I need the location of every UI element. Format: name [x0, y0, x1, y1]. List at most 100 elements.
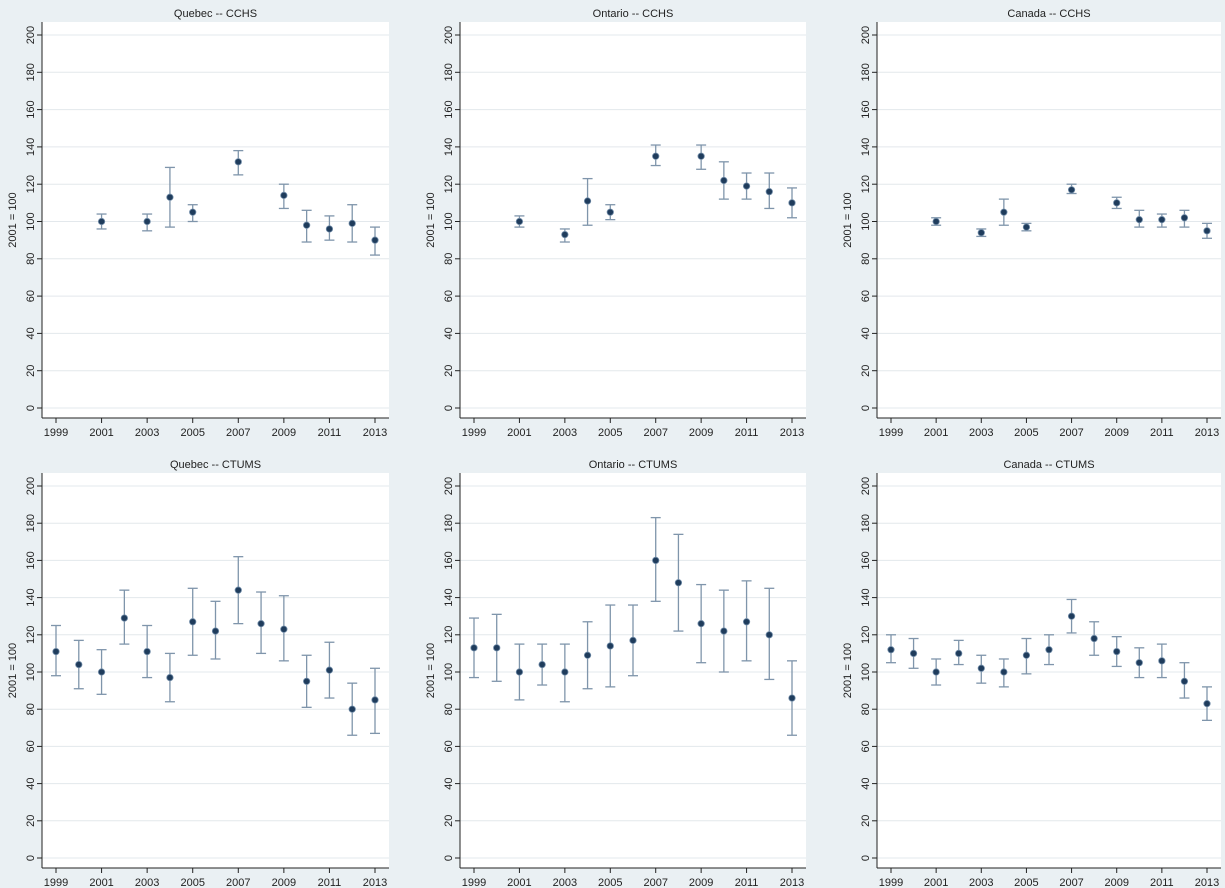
- data-point: [348, 705, 356, 713]
- y-tick-label: 140: [25, 588, 37, 606]
- x-tick-label: 2007: [643, 427, 667, 439]
- data-point: [211, 627, 220, 635]
- data-point: [583, 197, 592, 205]
- y-tick-label: 160: [443, 100, 455, 118]
- x-tick-label: 2001: [507, 427, 531, 439]
- data-point: [697, 620, 705, 628]
- x-tick-label: 2001: [89, 427, 113, 439]
- data-point: [120, 614, 128, 622]
- plot-area: [877, 473, 1221, 868]
- y-tick-label: 80: [860, 703, 872, 715]
- x-tick-label: 2003: [969, 877, 993, 888]
- x-tick-label: 2001: [507, 877, 531, 888]
- data-point: [742, 182, 751, 190]
- x-tick-label: 2005: [180, 877, 204, 888]
- x-tick-label: 1999: [44, 877, 68, 888]
- y-tick-label: 100: [25, 663, 37, 681]
- data-point: [234, 586, 242, 594]
- data-point: [538, 660, 546, 669]
- y-tick-label: 160: [860, 551, 872, 569]
- data-point: [1000, 208, 1008, 216]
- y-tick-label: 20: [860, 365, 872, 377]
- y-tick-label: 100: [860, 663, 872, 681]
- y-tick-label: 120: [443, 626, 455, 644]
- data-point: [257, 620, 265, 628]
- y-axis-label: 2001 = 100: [425, 643, 437, 698]
- y-tick-label: 140: [443, 588, 455, 606]
- y-tick-label: 100: [25, 212, 37, 230]
- y-tick-label: 160: [25, 551, 37, 569]
- data-point: [652, 556, 660, 565]
- data-point: [1067, 612, 1076, 620]
- y-tick-label: 40: [25, 777, 37, 789]
- x-tick-label: 2013: [1195, 427, 1219, 439]
- data-point: [909, 649, 918, 658]
- y-tick-label: 0: [860, 405, 872, 411]
- y-tick-label: 20: [443, 365, 455, 377]
- data-point: [515, 217, 524, 226]
- data-point: [1045, 646, 1053, 654]
- data-point: [97, 217, 106, 226]
- panel-5: Ontario -- CTUMS 0 20 40 60 80 100 120 140 160 180…: [425, 459, 806, 888]
- x-tick-label: 2003: [553, 877, 577, 888]
- data-point: [97, 668, 106, 676]
- x-tick-label: 1999: [879, 877, 903, 888]
- y-tick-label: 20: [860, 815, 872, 827]
- data-point: [75, 660, 83, 669]
- x-tick-label: 1999: [879, 427, 903, 439]
- data-point: [606, 208, 614, 216]
- y-tick-label: 100: [860, 212, 872, 230]
- x-tick-label: 2009: [1104, 877, 1128, 888]
- y-tick-label: 0: [25, 855, 37, 861]
- x-tick-label: 2011: [735, 427, 759, 439]
- y-tick-label: 200: [25, 26, 37, 44]
- data-point: [977, 664, 985, 672]
- data-point: [325, 225, 334, 233]
- x-tick-label: 2005: [180, 427, 204, 439]
- data-point: [189, 208, 197, 216]
- data-point: [1180, 214, 1189, 222]
- data-point: [765, 188, 773, 196]
- data-point: [887, 646, 895, 654]
- data-point: [166, 193, 174, 201]
- y-tick-label: 160: [25, 100, 37, 118]
- panel-3: Canada -- CCHS 0 20 40 60 80 100 120 140 160 180 20…: [842, 8, 1221, 439]
- data-point: [1000, 668, 1008, 676]
- y-tick-label: 40: [443, 327, 455, 339]
- data-point: [1113, 199, 1121, 207]
- y-tick-label: 140: [860, 588, 872, 606]
- data-point: [720, 627, 728, 635]
- panel-title: Ontario -- CTUMS: [589, 459, 678, 471]
- data-point: [561, 668, 569, 676]
- data-point: [674, 579, 683, 587]
- y-tick-label: 20: [25, 815, 37, 827]
- x-tick-label: 2003: [135, 877, 159, 888]
- data-point: [583, 651, 592, 659]
- x-tick-label: 2013: [363, 877, 387, 888]
- y-tick-label: 180: [860, 514, 872, 532]
- plot-area: [460, 22, 806, 418]
- data-point: [1022, 223, 1031, 231]
- y-tick-label: 160: [860, 100, 872, 118]
- y-tick-label: 100: [443, 212, 455, 230]
- y-tick-label: 180: [443, 63, 455, 81]
- y-tick-label: 160: [443, 551, 455, 569]
- data-point: [280, 191, 288, 199]
- x-tick-label: 2009: [689, 427, 713, 439]
- data-point: [561, 230, 569, 239]
- y-tick-label: 120: [25, 626, 37, 644]
- panel-4: Quebec -- CTUMS 0 20 40 60 80 100 120 140 160 180 2…: [7, 459, 389, 888]
- y-tick-label: 0: [860, 855, 872, 861]
- y-tick-label: 80: [25, 253, 37, 265]
- y-tick-label: 60: [443, 290, 455, 302]
- x-tick-label: 2011: [318, 877, 342, 888]
- panel-title: Quebec -- CTUMS: [170, 459, 261, 471]
- y-tick-label: 200: [860, 26, 872, 44]
- y-tick-label: 120: [25, 175, 37, 193]
- data-point: [325, 666, 334, 674]
- y-tick-label: 120: [443, 175, 455, 193]
- data-point: [788, 199, 796, 207]
- y-tick-label: 200: [443, 477, 455, 495]
- y-tick-label: 60: [25, 290, 37, 302]
